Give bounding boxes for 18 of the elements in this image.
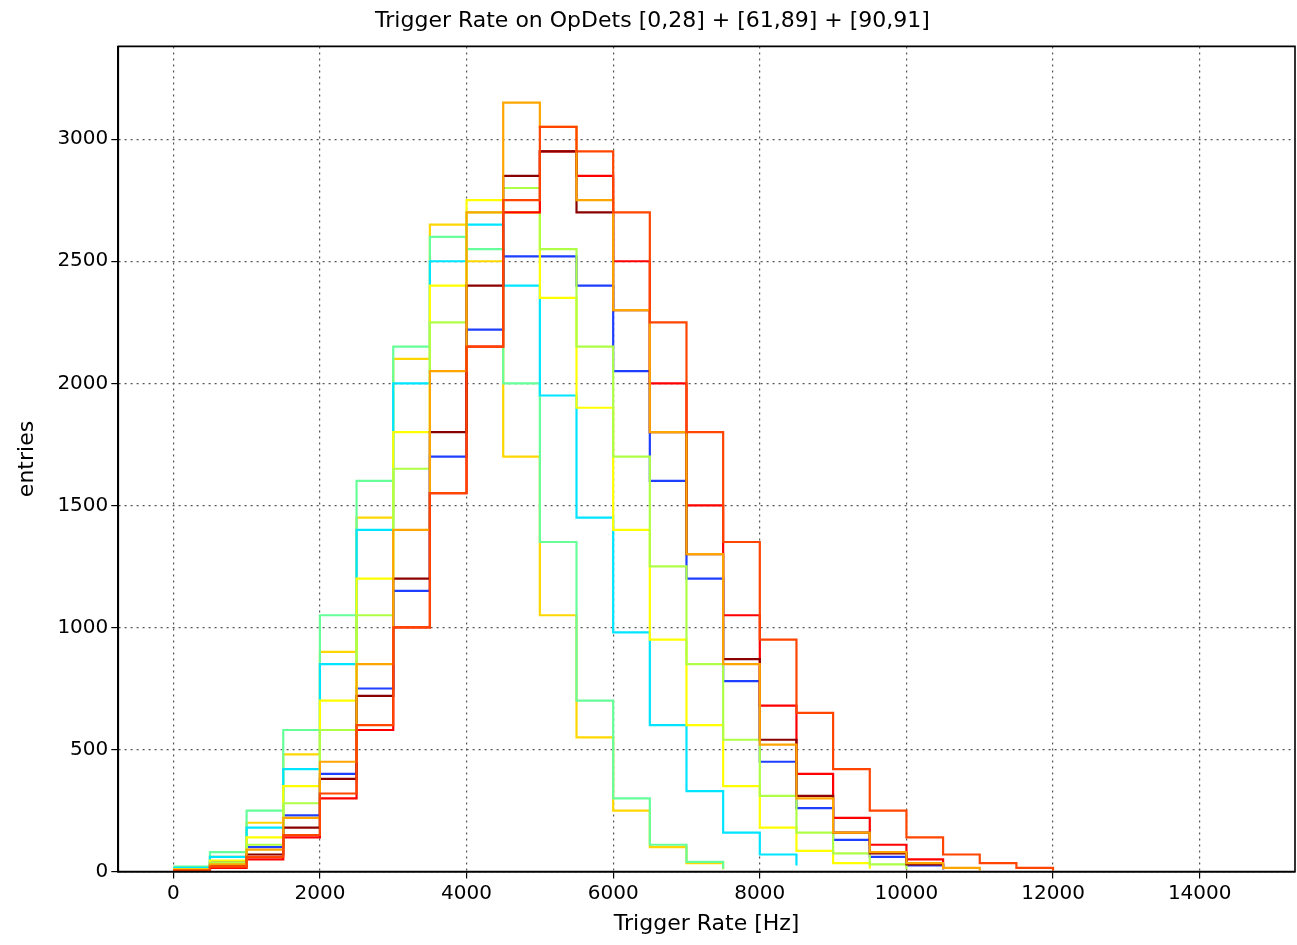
x-tick-label: 14000 <box>1167 879 1232 904</box>
y-tick-label: 500 <box>70 735 109 760</box>
x-tick-label: 0 <box>166 879 180 904</box>
y-tick-label: 2500 <box>57 247 109 272</box>
chart-title: Trigger Rate on OpDets [0,28] + [61,89] + [90,91] <box>374 6 930 32</box>
y-tick-label: 1000 <box>57 613 109 638</box>
x-tick-label: 12000 <box>1021 879 1085 904</box>
y-tick-label: 0 <box>95 857 109 882</box>
x-axis-title: Trigger Rate [Hz] <box>612 909 800 935</box>
y-tick-label: 1500 <box>57 491 109 516</box>
x-tick-label: 8000 <box>734 879 786 904</box>
x-tick-label: 10000 <box>874 879 939 904</box>
y-axis-title: entries <box>12 420 38 498</box>
x-tick-label: 4000 <box>441 879 492 904</box>
y-tick-label: 3000 <box>57 125 109 150</box>
y-tick-label: 2000 <box>57 369 109 394</box>
x-tick-label: 6000 <box>587 879 639 904</box>
x-tick-label: 2000 <box>294 879 346 904</box>
